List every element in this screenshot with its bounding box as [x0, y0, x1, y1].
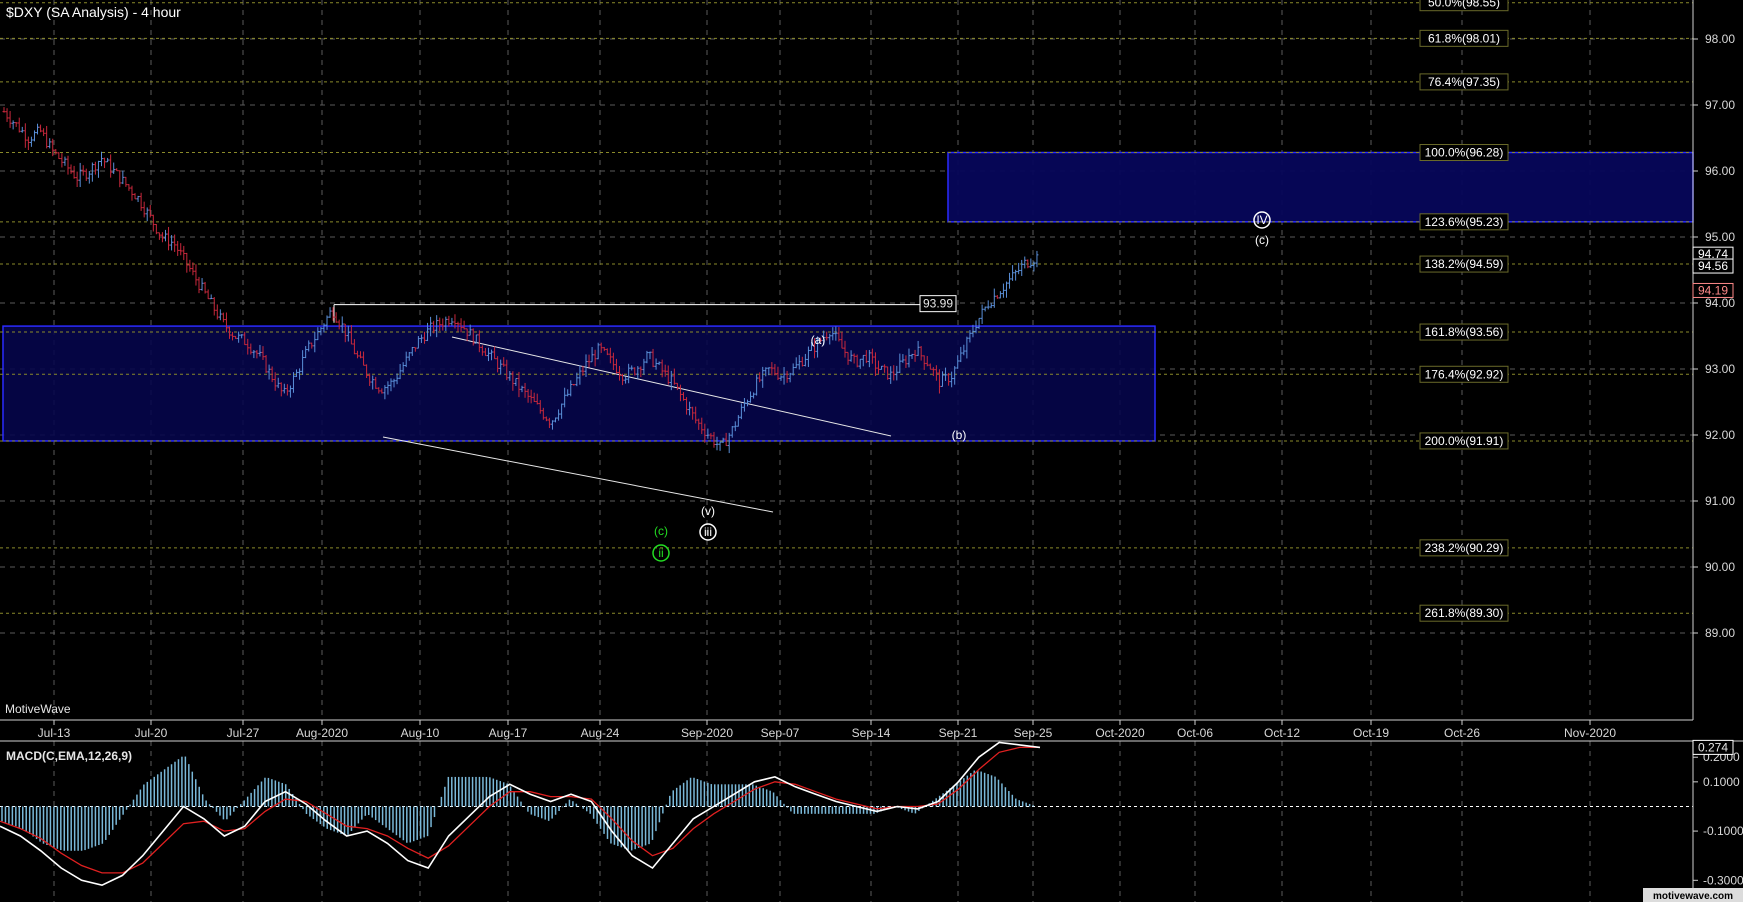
x-tick-label: Oct-12 — [1264, 726, 1300, 740]
y-tick-label: 90.00 — [1705, 560, 1735, 574]
fib-label: 61.8%(98.01) — [1428, 31, 1500, 45]
fib-label-box — [1419, 539, 1509, 557]
x-tick-label: Jul-20 — [135, 726, 168, 740]
channel-lower-line — [382, 436, 774, 513]
wave-label: (c) — [1255, 233, 1269, 247]
y-tick-label: 98.00 — [1705, 32, 1735, 46]
y-tick-label: 95.00 — [1705, 230, 1735, 244]
fib-label: 238.2%(90.29) — [1425, 541, 1504, 555]
macd-tick-label: -0.3000 — [1703, 873, 1743, 887]
price-tag: 94.74 — [1698, 247, 1728, 261]
fib-label-box — [1419, 73, 1509, 91]
wave-circle — [1253, 211, 1271, 229]
fib-label-box — [1419, 29, 1509, 47]
price-tag-box — [1692, 258, 1734, 274]
x-tick-label: Nov-2020 — [1564, 726, 1616, 740]
fib-label: 161.8%(93.56) — [1425, 325, 1504, 339]
fib-label: 138.2%(94.59) — [1425, 257, 1504, 271]
fib-label: 200.0%(91.91) — [1425, 434, 1504, 448]
level-line-box — [919, 295, 957, 313]
fib-lines: 50.0%(98.55) 61.8%(98.01) 76.4%(97.35) 100.… — [0, 0, 1693, 622]
y-tick-label: 92.00 — [1705, 428, 1735, 442]
wave-label: iii — [704, 525, 712, 539]
price-tag: 94.56 — [1698, 259, 1728, 273]
wave-label: (b) — [952, 428, 967, 442]
fib-label-box — [1419, 432, 1509, 450]
price-tag-box — [1692, 282, 1734, 298]
footer-brand-bg — [1643, 888, 1743, 902]
fib-label: 261.8%(89.30) — [1425, 606, 1504, 620]
support-zone — [2, 325, 1156, 442]
fib-label-box — [1419, 323, 1509, 341]
fib-label-box — [1419, 604, 1509, 622]
macd-line — [0, 741, 1041, 887]
fib-label-box — [1419, 255, 1509, 273]
y-tick-label: 94.00 — [1705, 296, 1735, 310]
wave-label: (a) — [811, 333, 826, 347]
level-line-label: 93.99 — [923, 297, 953, 311]
x-tick-label: Sep-14 — [852, 726, 891, 740]
x-tick-label: Sep-2020 — [681, 726, 733, 740]
y-tick-label: 97.00 — [1705, 98, 1735, 112]
macd-signal-line — [0, 746, 1040, 874]
macd-value-tag: 0.274 — [1698, 740, 1728, 754]
x-tick-label: Aug-10 — [401, 726, 440, 740]
wave-labels: (a) (b) (v) iii (c) ii IV (c) — [652, 211, 1271, 562]
fib-label: 176.4%(92.92) — [1425, 367, 1504, 381]
y-tick-label: 96.00 — [1705, 164, 1735, 178]
fib-label: 100.0%(96.28) — [1425, 146, 1504, 160]
chart-title: $DXY (SA Analysis) - 4 hour — [6, 4, 181, 20]
fib-label-box — [1419, 213, 1509, 231]
x-tick-label: Oct-19 — [1353, 726, 1389, 740]
macd-label: MACD(C,EMA,12,26,9) — [6, 749, 132, 763]
wave-circle — [652, 544, 670, 562]
y-tick-label: 89.00 — [1705, 626, 1735, 640]
wave-label: (v) — [701, 504, 715, 518]
x-tick-label: Jul-27 — [227, 726, 260, 740]
watermark: MotiveWave — [5, 702, 71, 716]
fib-label-box — [1419, 365, 1509, 383]
x-tick-label: Oct-06 — [1177, 726, 1213, 740]
fib-label: 50.0%(98.55) — [1428, 0, 1500, 10]
x-tick-label: Oct-2020 — [1095, 726, 1145, 740]
price-axis[interactable]: 98.00 97.00 96.00 95.00 94.00 93.00 92.00 91.00… — [1693, 32, 1735, 640]
target-zone — [947, 151, 1694, 223]
wave-circle — [699, 523, 717, 541]
x-tick-label: Sep-07 — [761, 726, 800, 740]
wave-label: (c) — [654, 524, 668, 538]
trend-lines: 93.99 — [333, 295, 957, 513]
fib-label-box — [1419, 144, 1509, 162]
fib-label: 76.4%(97.35) — [1428, 75, 1500, 89]
macd-tick-label: 0.1000 — [1703, 775, 1740, 789]
x-tick-label: Oct-26 — [1444, 726, 1480, 740]
macd-panel — [0, 741, 1693, 887]
macd-value-box — [1692, 739, 1734, 755]
fib-label-box — [1419, 0, 1509, 12]
price-tag: 94.19 — [1698, 283, 1728, 297]
x-tick-label: Sep-25 — [1014, 726, 1053, 740]
y-tick-label: 91.00 — [1705, 494, 1735, 508]
macd-tick-label: -0.1000 — [1703, 824, 1743, 838]
time-axis[interactable]: Jul-13 Jul-20 Jul-27 Aug-2020 Aug-10 Aug-17 Au… — [38, 720, 1617, 740]
wave-label: ii — [658, 546, 663, 560]
x-tick-label: Aug-24 — [581, 726, 620, 740]
x-tick-label: Aug-17 — [489, 726, 528, 740]
candles — [2, 107, 1039, 454]
wave-label: IV — [1256, 213, 1267, 227]
macd-panel-bg — [0, 741, 1693, 902]
x-tick-label: Aug-2020 — [296, 726, 348, 740]
footer-brand: motivewave.com — [1653, 891, 1733, 902]
zones — [2, 151, 1694, 442]
x-tick-label: Sep-21 — [939, 726, 978, 740]
x-tick-label: Jul-13 — [38, 726, 71, 740]
fib-label: 123.6%(95.23) — [1425, 215, 1504, 229]
y-tick-label: 93.00 — [1705, 362, 1735, 376]
